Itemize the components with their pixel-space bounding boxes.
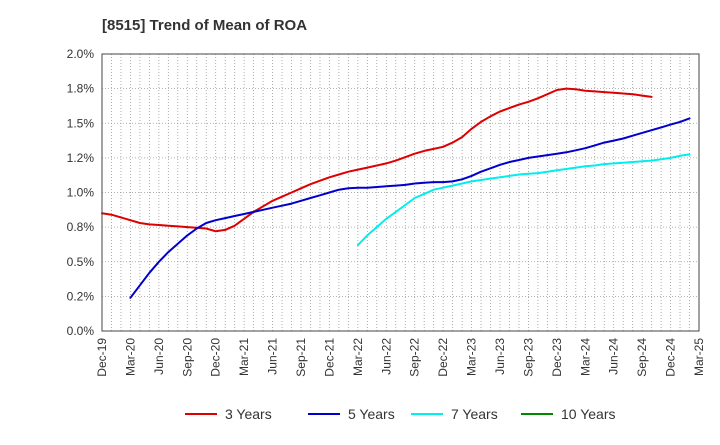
series-line-3 [356, 153, 691, 247]
x-tick-label: Mar-23 [465, 338, 479, 376]
x-tick-label: Sep-20 [180, 338, 194, 377]
x-tick-label: Sep-22 [408, 338, 422, 377]
x-tick-label: Mar-22 [351, 338, 365, 376]
x-tick-label: Jun-20 [152, 338, 166, 375]
axis-layer: 0.0% 0.2% 0.5% 0.8% 1.0% 1.2% 1.5% 1.8% 2.0% Dec-… [67, 47, 706, 377]
x-tick-label: Sep-21 [294, 338, 308, 377]
x-tick-label: Mar-21 [237, 338, 251, 376]
x-tick-label: Dec-24 [664, 338, 678, 377]
y-tick-label: 0.8% [67, 220, 95, 234]
legend-label: 5 Years [348, 406, 395, 422]
legend-label: 7 Years [451, 406, 498, 422]
chart-title: [8515] Trend of Mean of ROA [102, 17, 307, 34]
series-line-1 [101, 87, 653, 233]
y-tick-label: 0.0% [67, 324, 95, 338]
x-tick-label: Jun-24 [607, 338, 621, 375]
x-tick-label: Mar-20 [123, 338, 137, 376]
x-tick-label: Mar-24 [578, 338, 592, 376]
y-tick-label: 1.2% [67, 151, 95, 165]
y-tick-label: 1.8% [67, 82, 95, 96]
y-tick-label: 1.5% [67, 116, 95, 130]
legend: 3 Years 5 Years 7 Years 10 Years [185, 406, 616, 422]
x-tick-label: Dec-20 [209, 338, 223, 377]
x-tick-label: Sep-23 [521, 338, 535, 377]
x-tick-label: Dec-22 [436, 338, 450, 377]
legend-label: 10 Years [561, 406, 616, 422]
y-tick-label: 0.5% [67, 255, 95, 269]
x-tick-label: Dec-21 [322, 338, 336, 377]
series-layer [101, 87, 691, 299]
legend-label: 3 Years [225, 406, 272, 422]
x-tick-label: Mar-25 [692, 338, 706, 376]
x-tick-label: Jun-23 [493, 338, 507, 375]
plot-frame [101, 53, 700, 332]
x-tick-label: Jun-21 [266, 338, 280, 375]
y-tick-label: 1.0% [67, 186, 95, 200]
series-line-2 [129, 117, 691, 299]
x-tick-label: Dec-23 [550, 338, 564, 377]
x-tick-label: Jun-22 [379, 338, 393, 375]
y-tick-label: 2.0% [67, 47, 95, 61]
x-tick-label: Sep-24 [635, 338, 649, 377]
x-tick-label: Dec-19 [95, 338, 109, 377]
grid-layer [102, 54, 699, 331]
y-tick-label: 0.2% [67, 289, 95, 303]
